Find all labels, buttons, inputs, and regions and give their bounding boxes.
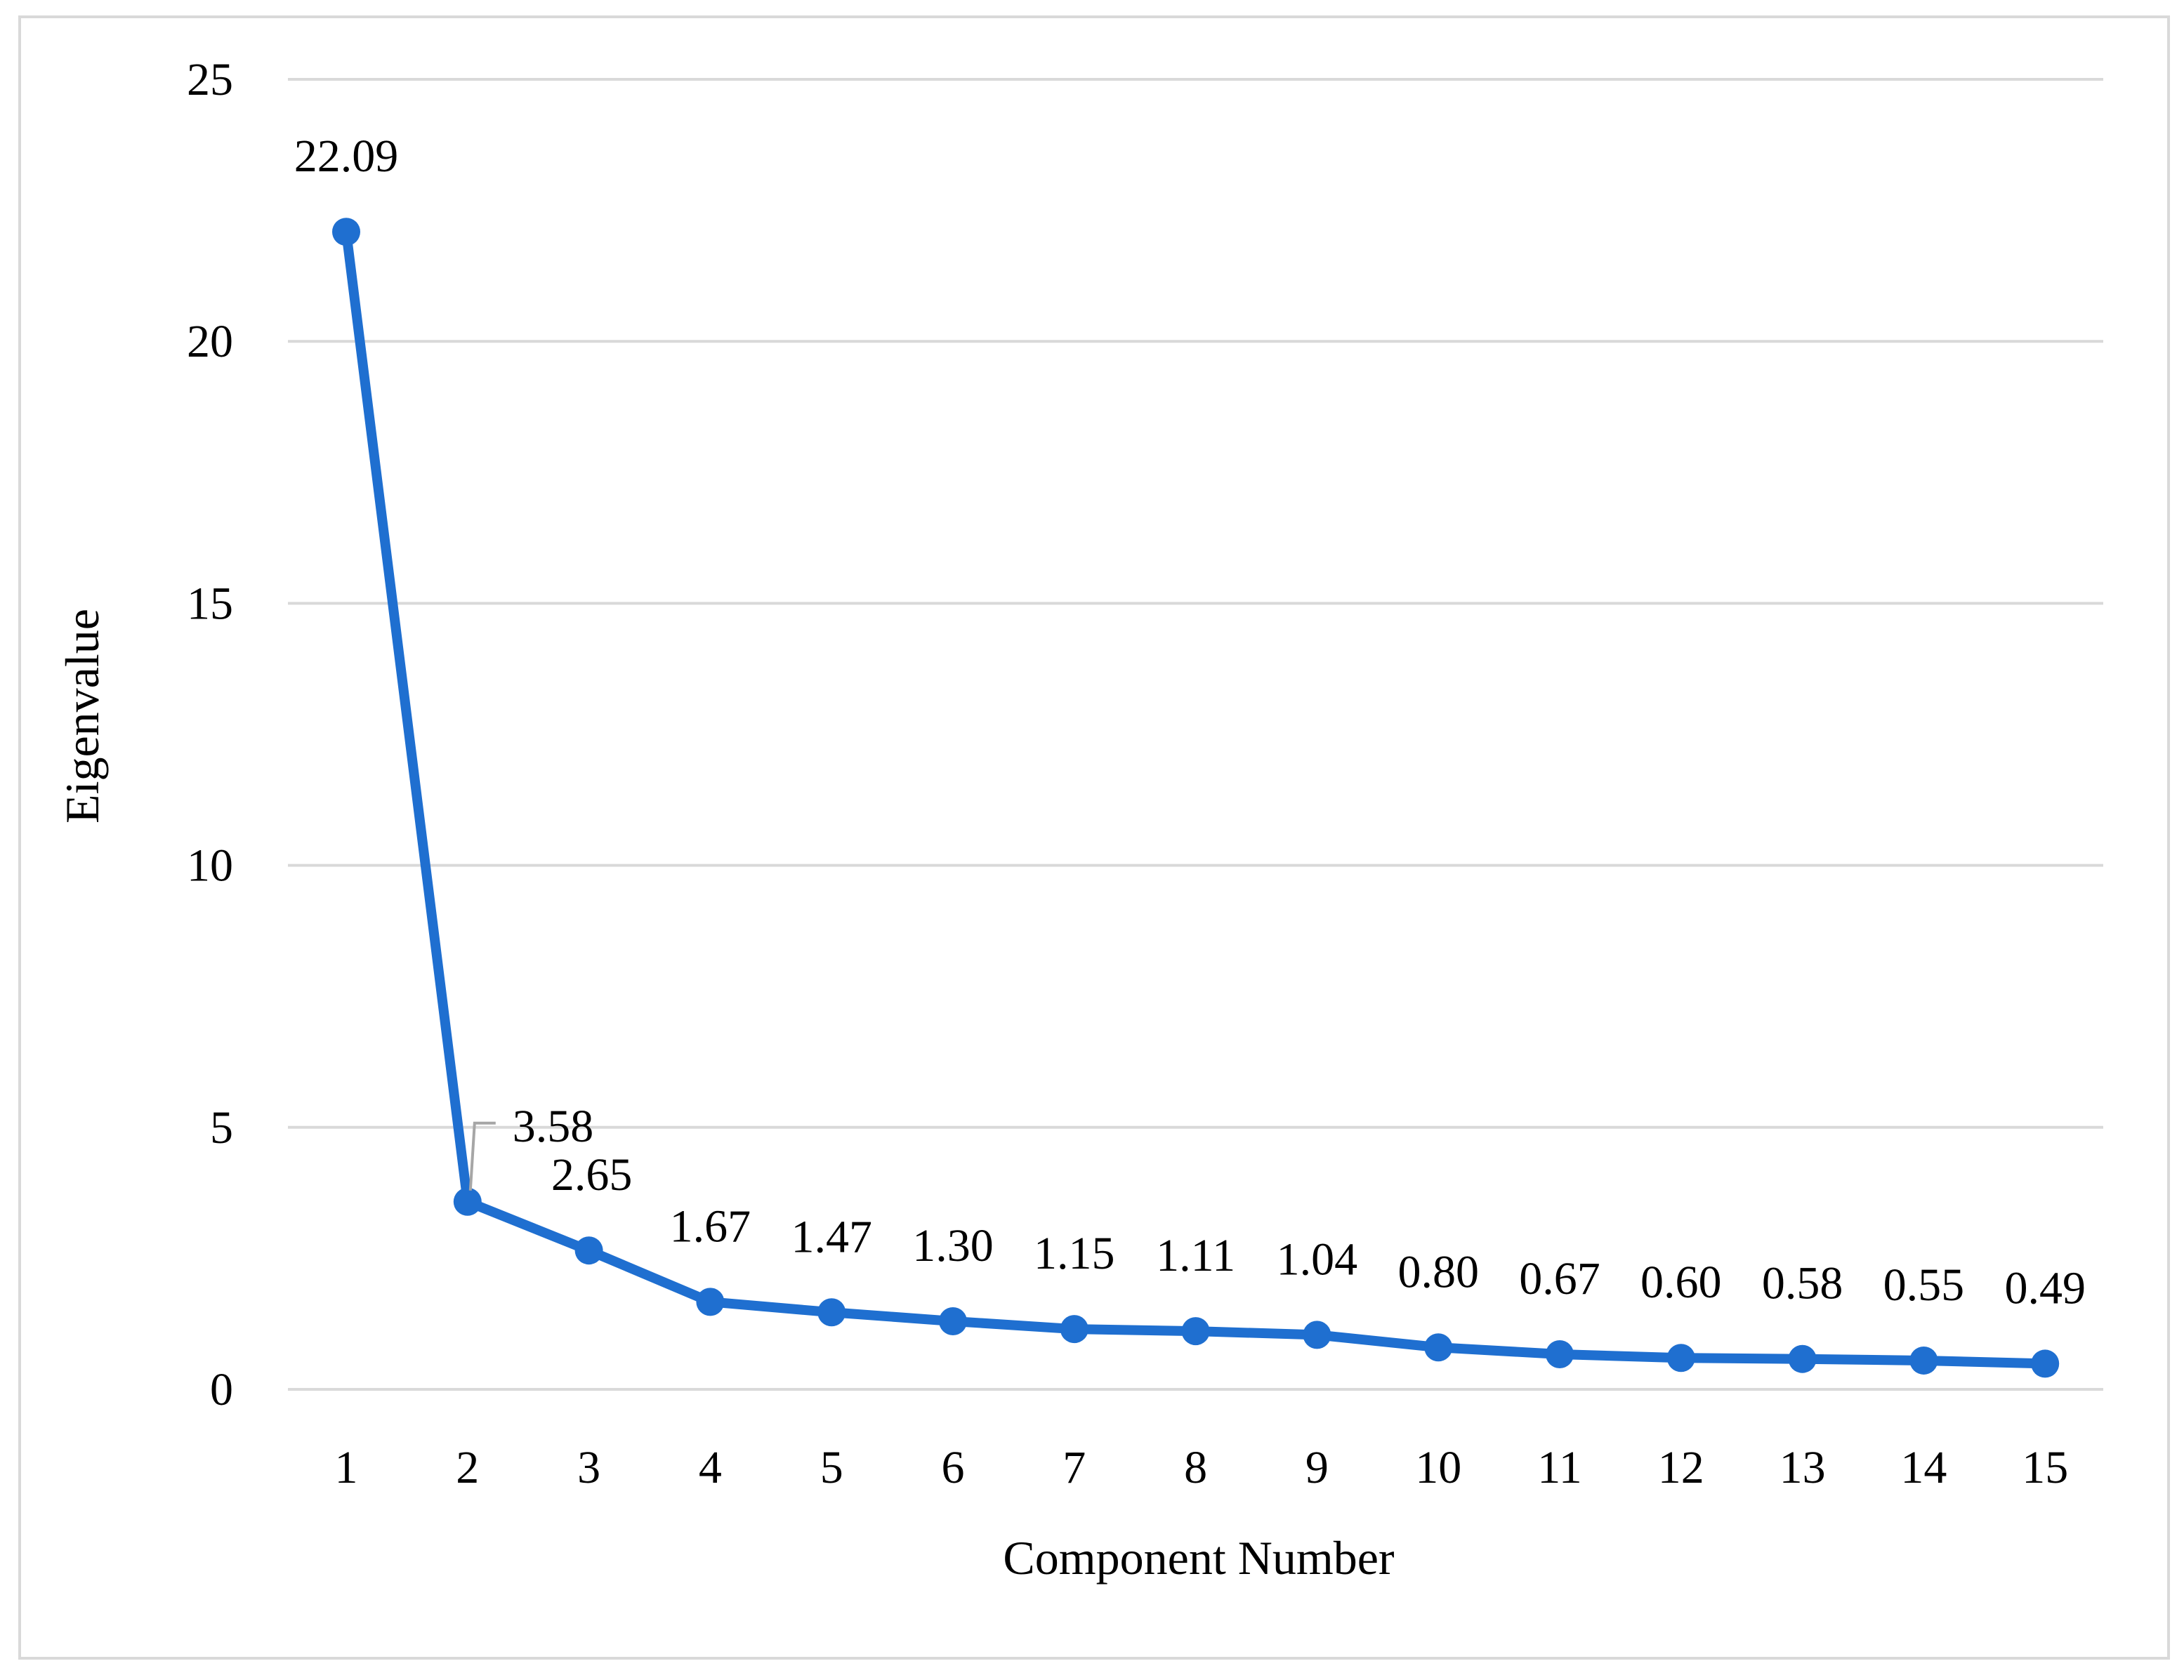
x-tick-label: 15 bbox=[2022, 1442, 2068, 1493]
data-label-3: 2.65 bbox=[551, 1149, 633, 1201]
data-point-5 bbox=[817, 1298, 846, 1327]
data-point-4 bbox=[696, 1288, 725, 1316]
x-axis-ticks: 1 2 3 4 5 6 7 8 9 10 11 12 13 14 15 bbox=[335, 1442, 2069, 1493]
data-label-7: 1.15 bbox=[1034, 1228, 1115, 1279]
x-tick-label: 5 bbox=[820, 1442, 843, 1493]
data-label-12: 0.60 bbox=[1640, 1257, 1722, 1308]
data-point-12 bbox=[1666, 1344, 1695, 1373]
data-label-2: 3.58 bbox=[513, 1101, 594, 1152]
y-tick-label: 20 bbox=[187, 316, 233, 367]
x-tick-label: 1 bbox=[335, 1442, 358, 1493]
data-point-3 bbox=[574, 1236, 603, 1265]
data-point-9 bbox=[1303, 1321, 1331, 1349]
chart-frame bbox=[18, 15, 2170, 1660]
x-tick-label: 10 bbox=[1415, 1442, 1461, 1493]
data-point-7 bbox=[1060, 1315, 1088, 1344]
gridlines bbox=[288, 78, 2103, 1391]
data-label-13: 0.58 bbox=[1762, 1258, 1843, 1309]
y-tick-label: 0 bbox=[210, 1364, 233, 1415]
x-tick-label: 12 bbox=[1658, 1442, 1704, 1493]
data-point-11 bbox=[1546, 1340, 1574, 1368]
x-tick-label: 6 bbox=[942, 1442, 965, 1493]
data-point-6 bbox=[939, 1307, 967, 1335]
x-tick-label: 7 bbox=[1063, 1442, 1086, 1493]
data-point-13 bbox=[1788, 1344, 1817, 1373]
data-point-15 bbox=[2031, 1349, 2060, 1378]
data-labels: 22.09 3.582.65 1.67 1.47 1.30 1.15 1.11 1.04 0.8… bbox=[294, 131, 2086, 1314]
x-axis-title: Component Number bbox=[1003, 1531, 1395, 1585]
data-label-1: 22.09 bbox=[294, 131, 399, 182]
data-point-10 bbox=[1424, 1333, 1453, 1362]
data-point-1 bbox=[332, 218, 360, 246]
x-tick-label: 4 bbox=[699, 1442, 722, 1493]
data-label-5: 1.47 bbox=[791, 1211, 872, 1262]
x-tick-label: 13 bbox=[1780, 1442, 1826, 1493]
data-point-8 bbox=[1181, 1317, 1210, 1346]
leader-line bbox=[468, 1121, 496, 1191]
x-tick-label: 14 bbox=[1900, 1442, 1947, 1493]
x-tick-label: 9 bbox=[1305, 1442, 1329, 1493]
data-point-2 bbox=[453, 1187, 482, 1216]
y-axis-title: Eigenvalue bbox=[55, 609, 109, 824]
data-point-14 bbox=[1909, 1346, 1938, 1375]
data-label-14: 0.55 bbox=[1883, 1259, 1965, 1311]
x-tick-label: 11 bbox=[1537, 1442, 1582, 1493]
x-tick-label: 3 bbox=[577, 1442, 600, 1493]
data-label-4: 1.67 bbox=[670, 1201, 751, 1252]
data-label-6: 1.30 bbox=[912, 1220, 994, 1271]
data-label-9: 1.04 bbox=[1277, 1233, 1358, 1285]
data-label-11: 0.67 bbox=[1519, 1253, 1600, 1304]
y-tick-label: 25 bbox=[187, 54, 233, 105]
series-eigenvalue bbox=[332, 218, 2060, 1378]
y-axis-ticks: 0 5 10 15 20 25 bbox=[187, 54, 233, 1415]
data-label-10: 0.80 bbox=[1397, 1246, 1479, 1297]
data-label-15: 0.49 bbox=[2004, 1262, 2086, 1314]
data-label-8: 1.11 bbox=[1156, 1230, 1235, 1281]
y-tick-label: 15 bbox=[187, 578, 233, 629]
x-tick-label: 8 bbox=[1184, 1442, 1207, 1493]
y-tick-label: 5 bbox=[210, 1102, 233, 1153]
y-tick-label: 10 bbox=[187, 840, 233, 892]
x-tick-label: 2 bbox=[456, 1442, 479, 1493]
